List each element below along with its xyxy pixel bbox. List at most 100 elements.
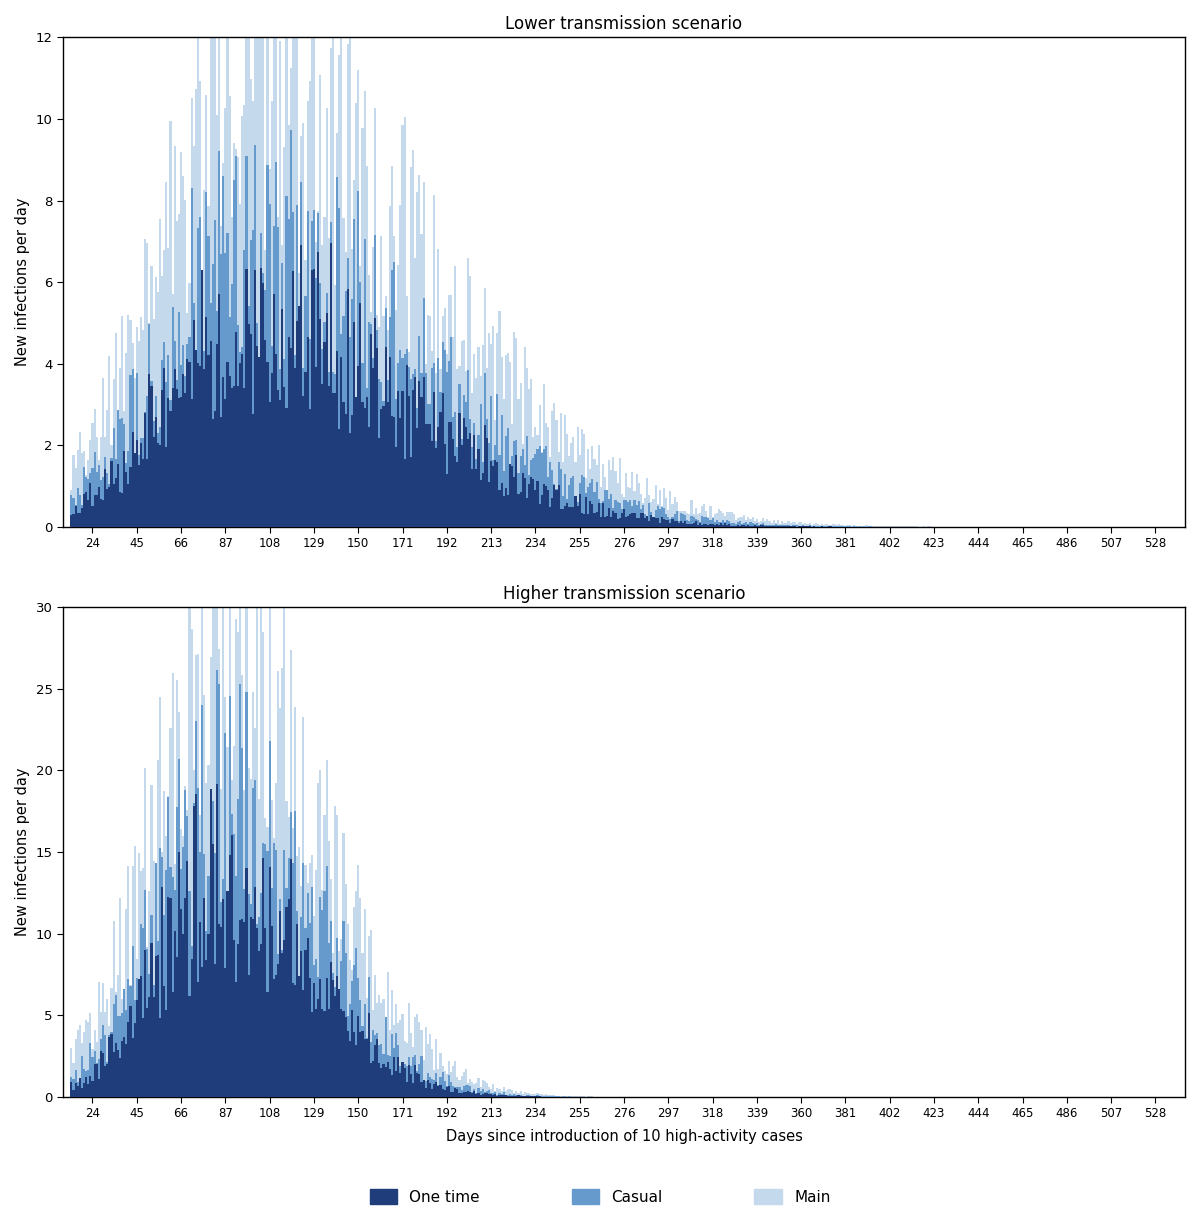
Bar — [208, 206, 210, 527]
Bar — [191, 629, 193, 1097]
Bar — [169, 400, 172, 527]
Bar — [776, 520, 779, 527]
Bar — [515, 455, 517, 527]
Bar — [319, 75, 322, 527]
Bar — [701, 525, 703, 527]
Bar — [402, 1062, 403, 1097]
Bar — [503, 400, 505, 527]
Bar — [275, 783, 277, 1097]
Bar — [100, 499, 102, 527]
Bar — [359, 1000, 361, 1097]
Bar — [121, 1013, 124, 1097]
Bar — [158, 696, 161, 1097]
Bar — [754, 525, 756, 527]
Bar — [768, 526, 770, 527]
Bar — [119, 899, 121, 1097]
Bar — [739, 517, 742, 527]
Bar — [425, 1081, 427, 1097]
Bar — [146, 949, 149, 1097]
Bar — [720, 524, 722, 527]
Bar — [505, 1095, 506, 1097]
Bar — [689, 524, 690, 527]
Bar — [136, 959, 138, 1097]
Bar — [119, 1015, 121, 1097]
Bar — [300, 886, 302, 1097]
Bar — [328, 841, 330, 1097]
Bar — [328, 373, 330, 527]
Bar — [252, 920, 254, 1097]
Bar — [433, 1085, 436, 1097]
Bar — [503, 1086, 505, 1097]
Bar — [306, 883, 308, 1097]
Bar — [347, 259, 349, 527]
Bar — [775, 524, 776, 527]
Bar — [336, 178, 338, 527]
Bar — [606, 490, 608, 527]
Bar — [836, 525, 838, 527]
Bar — [559, 413, 562, 527]
Bar — [402, 1014, 403, 1097]
Bar — [338, 208, 341, 527]
Bar — [558, 484, 559, 527]
Bar — [144, 950, 146, 1097]
Bar — [793, 522, 796, 527]
Bar — [296, 321, 298, 527]
Bar — [349, 960, 350, 1097]
Bar — [325, 313, 328, 527]
Bar — [197, 4, 199, 527]
Bar — [260, 944, 263, 1097]
Bar — [350, 981, 353, 1097]
Bar — [172, 294, 174, 527]
Bar — [127, 315, 130, 527]
Bar — [269, 204, 271, 527]
Bar — [107, 999, 108, 1097]
Bar — [686, 514, 689, 527]
Bar — [311, 270, 313, 527]
Bar — [458, 1087, 461, 1097]
Bar — [108, 1035, 110, 1097]
Bar — [186, 810, 188, 1097]
Bar — [83, 494, 85, 527]
Bar — [722, 520, 724, 527]
Bar — [83, 1069, 85, 1097]
Bar — [302, 717, 305, 1097]
Bar — [692, 517, 695, 527]
Bar — [383, 316, 385, 527]
Bar — [72, 1090, 74, 1097]
Bar — [124, 450, 125, 527]
Bar — [197, 228, 199, 527]
Bar — [391, 270, 394, 527]
Bar — [718, 522, 720, 527]
Bar — [450, 337, 452, 527]
Bar — [734, 520, 737, 527]
Bar — [210, 0, 211, 527]
Bar — [358, 864, 359, 1097]
Bar — [664, 488, 665, 527]
Bar — [809, 524, 811, 527]
Bar — [80, 1056, 83, 1097]
Bar — [600, 488, 602, 527]
Bar — [433, 1070, 436, 1097]
Bar — [83, 451, 85, 527]
Bar — [480, 376, 481, 527]
Bar — [172, 673, 174, 1097]
Bar — [650, 503, 653, 527]
Bar — [72, 1079, 74, 1097]
Bar — [420, 373, 422, 527]
Bar — [547, 427, 550, 527]
Bar — [784, 525, 785, 527]
Bar — [344, 291, 347, 527]
Bar — [515, 1095, 517, 1097]
Bar — [659, 522, 661, 527]
Bar — [91, 423, 94, 527]
Bar — [292, 271, 294, 527]
Bar — [180, 365, 182, 527]
Y-axis label: New infections per day: New infections per day — [14, 767, 30, 937]
Bar — [250, 78, 252, 527]
Bar — [167, 356, 169, 527]
Bar — [286, 0, 288, 527]
Bar — [403, 459, 406, 527]
Bar — [846, 525, 848, 527]
Bar — [241, 354, 244, 527]
Bar — [754, 524, 756, 527]
